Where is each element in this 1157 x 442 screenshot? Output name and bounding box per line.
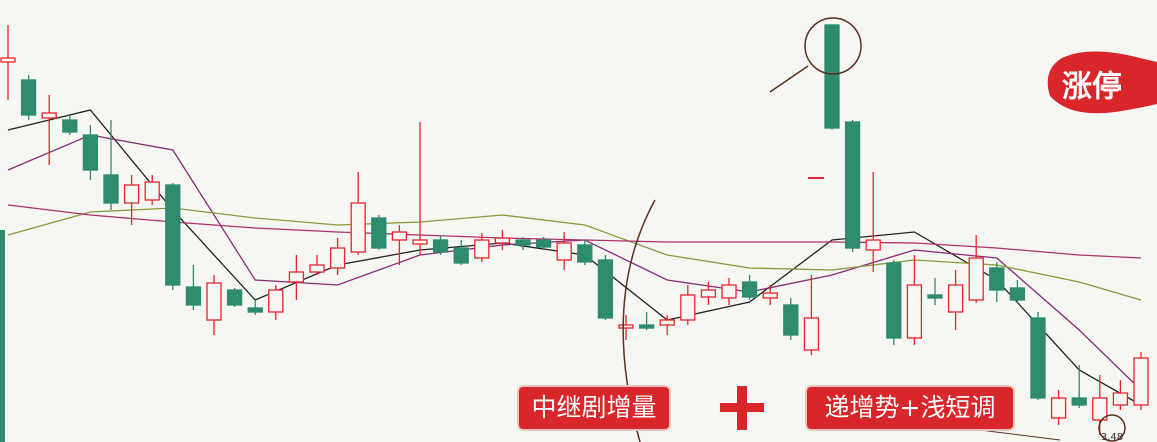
candle-body bbox=[62, 119, 78, 133]
candle-body bbox=[741, 281, 758, 298]
label-text: 中继剧增量 bbox=[531, 393, 656, 422]
candle-body bbox=[1071, 397, 1087, 406]
candle-body bbox=[123, 184, 140, 204]
candle-body bbox=[432, 239, 449, 253]
pointer-line bbox=[769, 65, 809, 93]
candle-body bbox=[906, 284, 923, 339]
candle-body bbox=[41, 112, 57, 119]
candle-body bbox=[659, 319, 675, 326]
candle-body bbox=[247, 307, 263, 313]
label-box bbox=[805, 385, 1015, 431]
candle-body bbox=[1009, 287, 1026, 301]
candle-body bbox=[1092, 397, 1108, 421]
candle-body bbox=[618, 324, 634, 329]
candle-body bbox=[206, 282, 222, 321]
candle-body bbox=[865, 239, 881, 251]
candle-body bbox=[947, 284, 964, 313]
candle-body bbox=[762, 292, 778, 299]
candle-body bbox=[803, 317, 820, 351]
candle-body bbox=[474, 239, 490, 259]
candle-body bbox=[412, 239, 428, 245]
candle-body bbox=[309, 264, 325, 273]
candle-body bbox=[103, 174, 119, 204]
edge-bar bbox=[0, 230, 5, 442]
candle-body bbox=[226, 289, 243, 306]
candle-body bbox=[82, 134, 99, 171]
candle-body bbox=[20, 79, 37, 116]
candle-body bbox=[371, 217, 387, 249]
plot bbox=[0, 24, 1149, 435]
candle-body bbox=[1133, 357, 1149, 406]
candle-body bbox=[329, 247, 346, 269]
highlight-circle bbox=[804, 17, 862, 75]
candle-body bbox=[927, 294, 943, 299]
candle-body bbox=[597, 259, 614, 319]
candle-body bbox=[185, 286, 202, 306]
candle-body bbox=[515, 239, 531, 246]
candle-body bbox=[556, 242, 572, 261]
candle-body bbox=[783, 304, 799, 336]
candle-body bbox=[886, 262, 902, 339]
price-label: 3.48 bbox=[1101, 432, 1123, 442]
candle-body bbox=[288, 271, 305, 283]
candle-body bbox=[1050, 397, 1067, 419]
label-text: 递增势+浅短调 bbox=[825, 393, 996, 422]
candle-body bbox=[680, 294, 696, 321]
candle-body bbox=[453, 247, 469, 264]
candle-body bbox=[700, 289, 717, 298]
candle-body bbox=[268, 289, 284, 313]
candle-body bbox=[844, 121, 861, 249]
candle-body bbox=[144, 181, 160, 201]
candle-body bbox=[824, 24, 840, 129]
candle-body bbox=[721, 284, 737, 299]
candle-body bbox=[535, 239, 552, 248]
candle-body bbox=[638, 324, 655, 329]
badge-text: 涨停 bbox=[1062, 70, 1122, 105]
candle-body bbox=[1030, 317, 1046, 399]
candle-body bbox=[494, 237, 511, 244]
candle-body bbox=[1112, 392, 1129, 406]
candle-body bbox=[577, 244, 593, 263]
candle-body bbox=[968, 257, 984, 301]
candle-body bbox=[350, 202, 366, 253]
candle-body bbox=[0, 57, 16, 63]
candle-body bbox=[165, 184, 181, 286]
highlight-circle bbox=[1098, 414, 1126, 442]
badge bbox=[1047, 51, 1157, 114]
plus-sign bbox=[737, 386, 747, 430]
candle-body bbox=[391, 231, 408, 241]
candle-body bbox=[989, 267, 1005, 291]
label-box bbox=[517, 385, 671, 431]
